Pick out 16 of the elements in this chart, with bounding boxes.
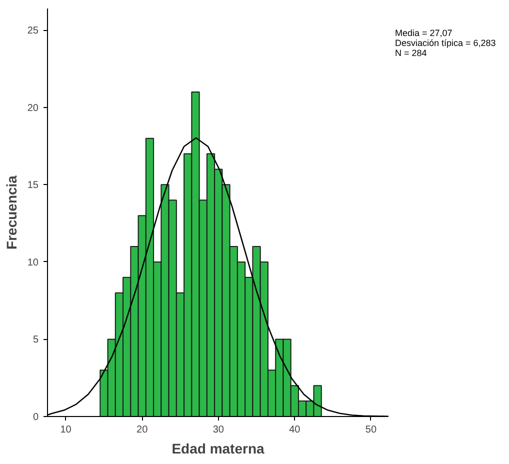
text: Media = 27,07 (395, 28, 452, 38)
x-tick-label: 40 (289, 424, 301, 436)
x-tick-label: 30 (212, 424, 224, 436)
x-tick-label: 10 (60, 424, 72, 436)
x-axis-title: Edad materna (172, 440, 265, 456)
y-axis-title: Frecuencia (3, 175, 20, 250)
text: N = 284 (395, 48, 427, 58)
y-tick-label: 15 (27, 180, 39, 192)
y-tick-label: 10 (27, 257, 39, 268)
y-tick-label: 0 (32, 412, 39, 423)
y-tick-label: 5 (32, 334, 39, 346)
y-tick-label: 25 (27, 26, 39, 37)
x-tick-label: 50 (365, 424, 377, 436)
y-tick-label: 20 (27, 102, 39, 114)
text: Desviación típica = 6,283 (395, 38, 496, 48)
x-tick-label: 20 (136, 424, 148, 436)
